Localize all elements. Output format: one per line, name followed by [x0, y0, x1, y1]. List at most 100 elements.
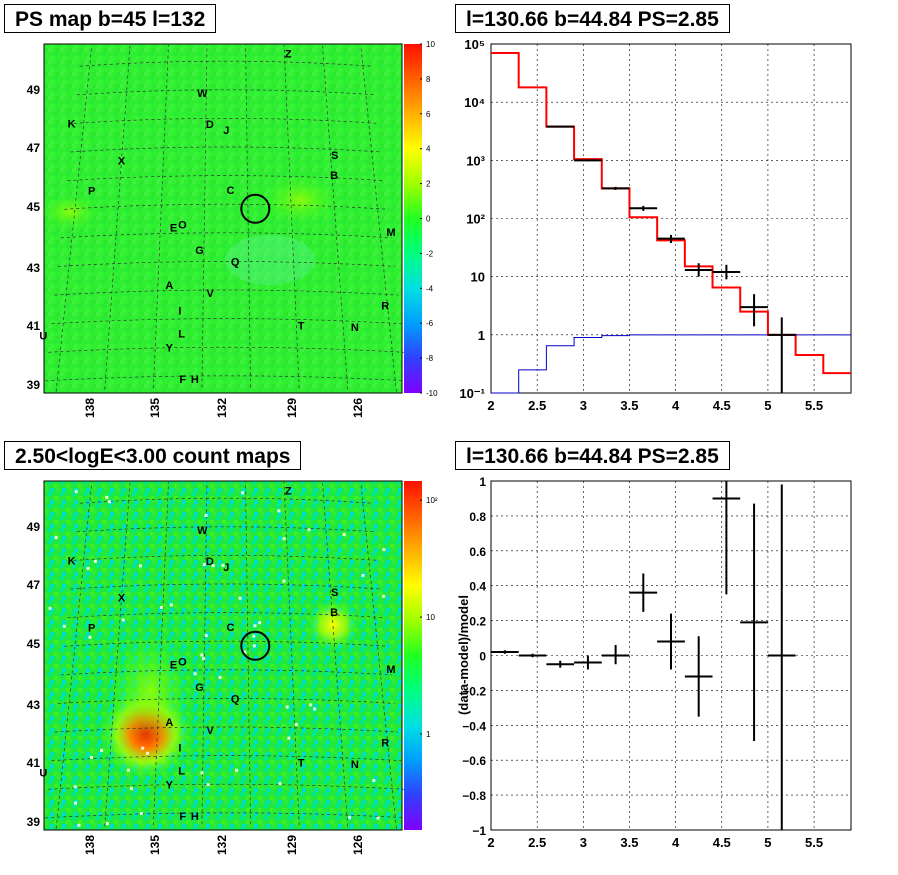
noise-pixel [105, 495, 109, 499]
noise-pixel [62, 624, 66, 628]
x-tick-label: 3 [580, 398, 587, 413]
colorbar-label: -6 [426, 319, 434, 328]
colorbar-label: 10 [426, 613, 435, 622]
spectrum-plot: 2 2.5 3 3.5 4 4.5 5 5.5 10⁻¹ 1 10 10² 10³ 10⁴ 10⁵ [459, 37, 852, 413]
noise-pixel [93, 560, 97, 563]
source-label: A [165, 280, 173, 292]
source-labels: Z W K D J X SB P C M E O G Q A V I R U T N LY F H [39, 49, 395, 387]
x-tick-label: 138 [83, 835, 97, 855]
noise-pixel [88, 635, 92, 639]
source-label: O [178, 657, 187, 669]
source-label: V [207, 288, 215, 300]
y-tick-label: 0 [479, 650, 486, 664]
spectrum-title: l=130.66 b=44.84 PS=2.85 [455, 4, 730, 33]
x-tick-label: 2.5 [528, 398, 546, 413]
source-label: R [381, 738, 389, 750]
x-tick-label: 129 [285, 398, 299, 418]
noise-pixel [106, 822, 109, 826]
noise-pixel [141, 746, 145, 750]
x-tick-label: 5 [764, 835, 771, 850]
noise-pixel [258, 621, 262, 625]
colorbar-label: 10² [426, 496, 438, 505]
graticule-lat-line [73, 118, 379, 124]
y-tick-label: 10⁻¹ [459, 386, 485, 401]
colorbar-label: 2 [426, 180, 431, 189]
noise-pixel [193, 672, 197, 676]
y-tick-label: 0.8 [469, 510, 486, 524]
residual-plot: 2 2.5 3 3.5 4 4.5 5 5.5 1 0.8 0.6 0.4 0.2 0 −0.2 −0.4 −0… [456, 475, 852, 850]
noise-pixel [287, 736, 291, 740]
noise-pixel [313, 707, 317, 711]
x-tick-label: 135 [148, 398, 162, 418]
y-tick-label: 10³ [466, 153, 485, 168]
spectrum-marks [491, 52, 851, 394]
noise-pixel [100, 748, 104, 752]
source-label: I [178, 305, 181, 317]
source-label: M [386, 664, 395, 676]
x-tick-label: 4.5 [713, 398, 731, 413]
source-label: D [206, 556, 214, 568]
x-tick-label: 126 [351, 835, 365, 855]
noise-pixel [282, 537, 286, 541]
source-label: H [191, 374, 199, 386]
x-tick-label: 5.5 [805, 835, 823, 850]
x-tick-label: 126 [351, 398, 365, 418]
y-tick-label: 0.2 [469, 615, 486, 629]
source-label: B [330, 170, 338, 182]
residual-ticks: 2 2.5 3 3.5 4 4.5 5 5.5 1 0.8 0.6 0.4 0.2 0 −0.2 −0.4 −0… [462, 475, 823, 850]
source-label: C [227, 622, 235, 634]
y-tick-label: 39 [27, 815, 41, 829]
source-label: Z [285, 49, 292, 61]
colorbar-labels: 10² 10 1 [420, 496, 438, 739]
residual-ylabel: (data-model)/model [456, 595, 471, 715]
source-label: I [178, 742, 181, 754]
noise-pixel [382, 594, 386, 598]
source-label: S [331, 587, 338, 599]
x-tick-label: 4 [672, 398, 680, 413]
y-tick-label: 10 [471, 270, 485, 285]
colorbar-label: 10 [426, 40, 435, 49]
noise-pixel [90, 755, 93, 759]
noise-pixel [48, 606, 52, 610]
colorbar-label: 8 [426, 75, 431, 84]
noise-pixel [202, 657, 205, 661]
y-tick-label: 10⁴ [464, 95, 485, 110]
y-tick-label: 10⁵ [464, 37, 485, 52]
x-tick-label: 132 [215, 398, 229, 418]
source-label: Z [285, 486, 292, 498]
y-tick-label: 0.4 [469, 580, 486, 594]
source-label: T [298, 320, 305, 332]
source-label: R [381, 301, 389, 313]
source-label: G [195, 682, 204, 694]
source-label: T [298, 757, 305, 769]
noise-pixel [235, 768, 239, 772]
graticule-lat-line [60, 232, 392, 239]
source-label: K [68, 119, 76, 131]
noise-pixel [130, 787, 133, 791]
source-label: F [179, 374, 186, 386]
source-label: L [178, 765, 185, 777]
noise-pixel [253, 624, 257, 628]
colorbar-labels: 10 8 6 4 2 0 -2 -4 -6 -8 -10 [420, 40, 438, 398]
x-tick-label: 5 [764, 398, 771, 413]
graticule-lat-line [45, 375, 408, 382]
noise-pixel [348, 816, 352, 820]
noise-pixel [218, 675, 222, 679]
noise-pixel [282, 579, 286, 583]
source-label: P [88, 623, 95, 635]
noise-pixel [204, 634, 208, 638]
noise-pixel [138, 564, 142, 568]
model-step-line [491, 334, 851, 394]
map-warm-patch [260, 175, 340, 225]
source-label: K [68, 556, 76, 568]
graticule-lat-line [76, 89, 376, 96]
x-tick-label: 2 [487, 835, 494, 850]
map-warm-patch [40, 194, 100, 230]
x-tick-label: 2.5 [528, 835, 546, 850]
noise-pixel [252, 634, 256, 638]
noise-pixel [204, 514, 208, 517]
source-label: J [223, 125, 229, 137]
noise-pixel [202, 563, 206, 566]
noise-pixel [278, 782, 282, 786]
